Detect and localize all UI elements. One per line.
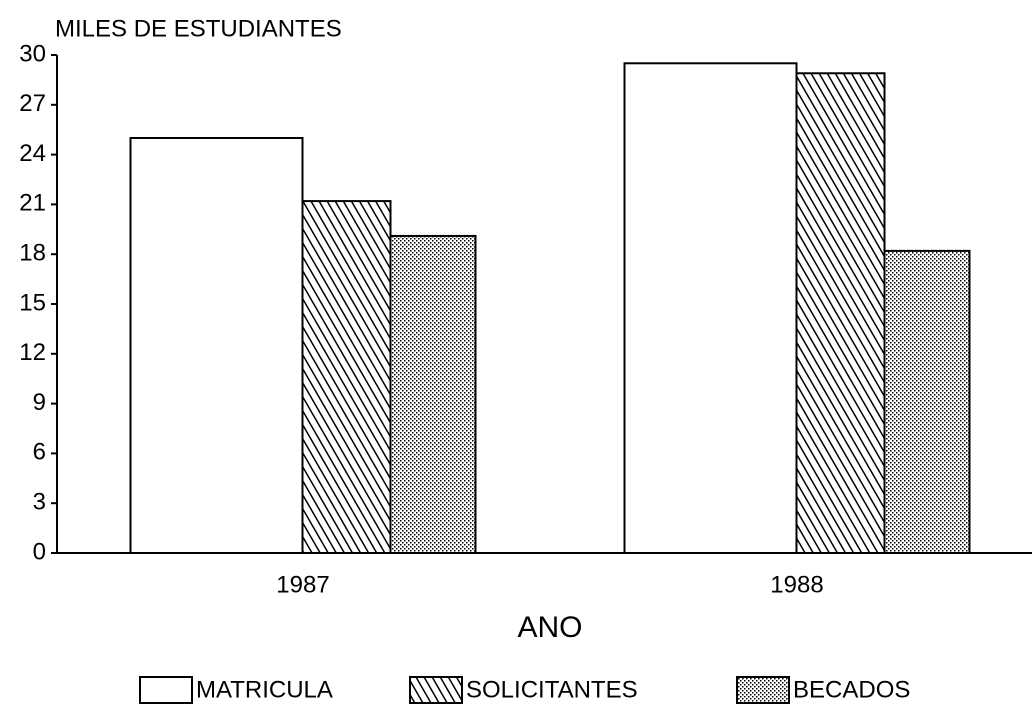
bar [883,249,971,554]
x-tick-label: 1988 [770,571,823,598]
legend-swatch [139,676,193,704]
legend-label: SOLICITANTES [466,676,638,703]
y-tick-label: 18 [19,240,46,267]
y-tick-label: 6 [33,439,46,466]
bar [129,137,304,554]
x-axis-label: ANO [517,611,582,644]
legend-label: BECADOS [793,676,910,703]
y-tick-label: 27 [19,90,46,117]
y-tick-label: 0 [33,538,46,565]
y-tick-label: 24 [19,140,46,167]
chart-title: MILES DE ESTUDIANTES [55,15,342,42]
y-tick-label: 21 [19,190,46,217]
legend-label: MATRICULA [196,676,333,703]
x-tick-label: 1987 [276,571,329,598]
bar [795,72,886,554]
y-tick-label: 12 [19,339,46,366]
bar [623,62,798,555]
y-tick-label: 30 [19,40,46,67]
y-tick-label: 9 [33,389,46,416]
legend-swatch [736,676,790,704]
y-tick-label: 3 [33,489,46,516]
bar [301,200,392,555]
legend-swatch [409,676,463,704]
bar [389,234,477,554]
y-tick-label: 15 [19,289,46,316]
